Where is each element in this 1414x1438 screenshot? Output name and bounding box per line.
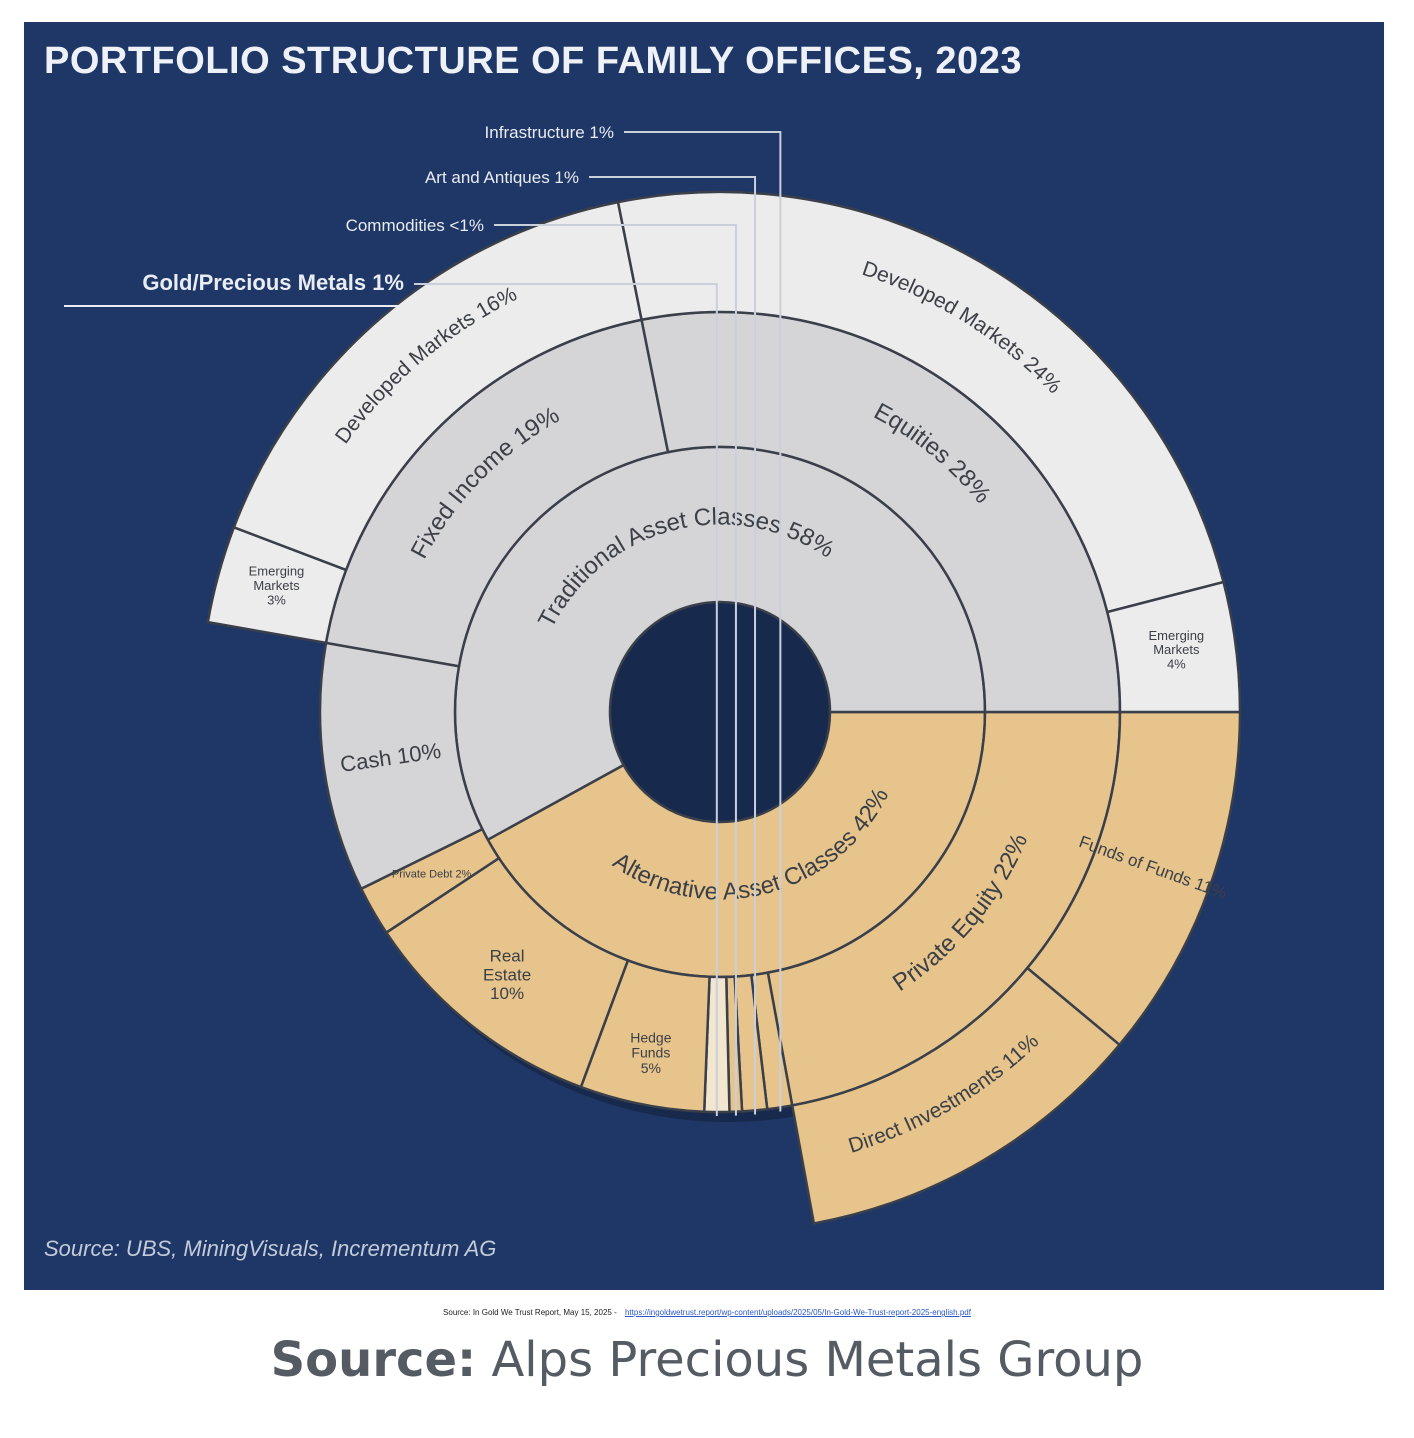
chart-title: PORTFOLIO STRUCTURE OF FAMILY OFFICES, 2…: [44, 40, 1022, 82]
chart-figure: Alternative Asset Classes 42% Traditional…: [24, 22, 1384, 1290]
image-caption: Source: Alps Precious Metals Group: [0, 1332, 1414, 1388]
callout-label-commodities: Commodities <1%: [346, 216, 484, 235]
outer-slice-direct-investments-1: [790, 966, 1122, 1225]
callout-line-commodities: [494, 224, 737, 1116]
callout-line-art-and-antiques: [589, 176, 757, 1115]
callout-label-gold-precious-metals: Gold/Precious Metals 1%: [142, 270, 404, 295]
caption-label: Source:: [270, 1332, 477, 1388]
report-note-link[interactable]: https://ingoldwetrust.report/wp-content/…: [624, 1308, 971, 1317]
callout-line-gold-precious-metals: [414, 283, 718, 1116]
label-private-debt: Private Debt 2%: [392, 868, 472, 880]
callout-line-infrastructure: [624, 131, 782, 1112]
outer-slice-developed-markets-4: [616, 190, 1226, 614]
report-note-text: Source: In Gold We Trust Report, May 15,…: [443, 1308, 617, 1317]
label-hedge-funds: Hedge Funds 5%: [630, 1029, 671, 1076]
report-note: Source: In Gold We Trust Report, May 15,…: [0, 1308, 1414, 1317]
label-real-estate: Real Estate 10%: [483, 947, 531, 1003]
chart-source: Source: UBS, MiningVisuals, Incrementum …: [44, 1236, 497, 1261]
caption-text: Alps Precious Metals Group: [476, 1332, 1144, 1388]
callout-label-infrastructure: Infrastructure 1%: [485, 123, 614, 142]
sunburst-chart: Alternative Asset Classes 42%Traditional…: [64, 123, 1242, 1225]
label-emerging-markets-2: Emerging Markets 3%: [249, 564, 305, 608]
outer-slice-emerging-markets-5: [1105, 580, 1242, 714]
label-emerging-markets-5: Emerging Markets 4%: [1149, 628, 1205, 672]
callout-label-art-and-antiques: Art and Antiques 1%: [425, 168, 579, 187]
